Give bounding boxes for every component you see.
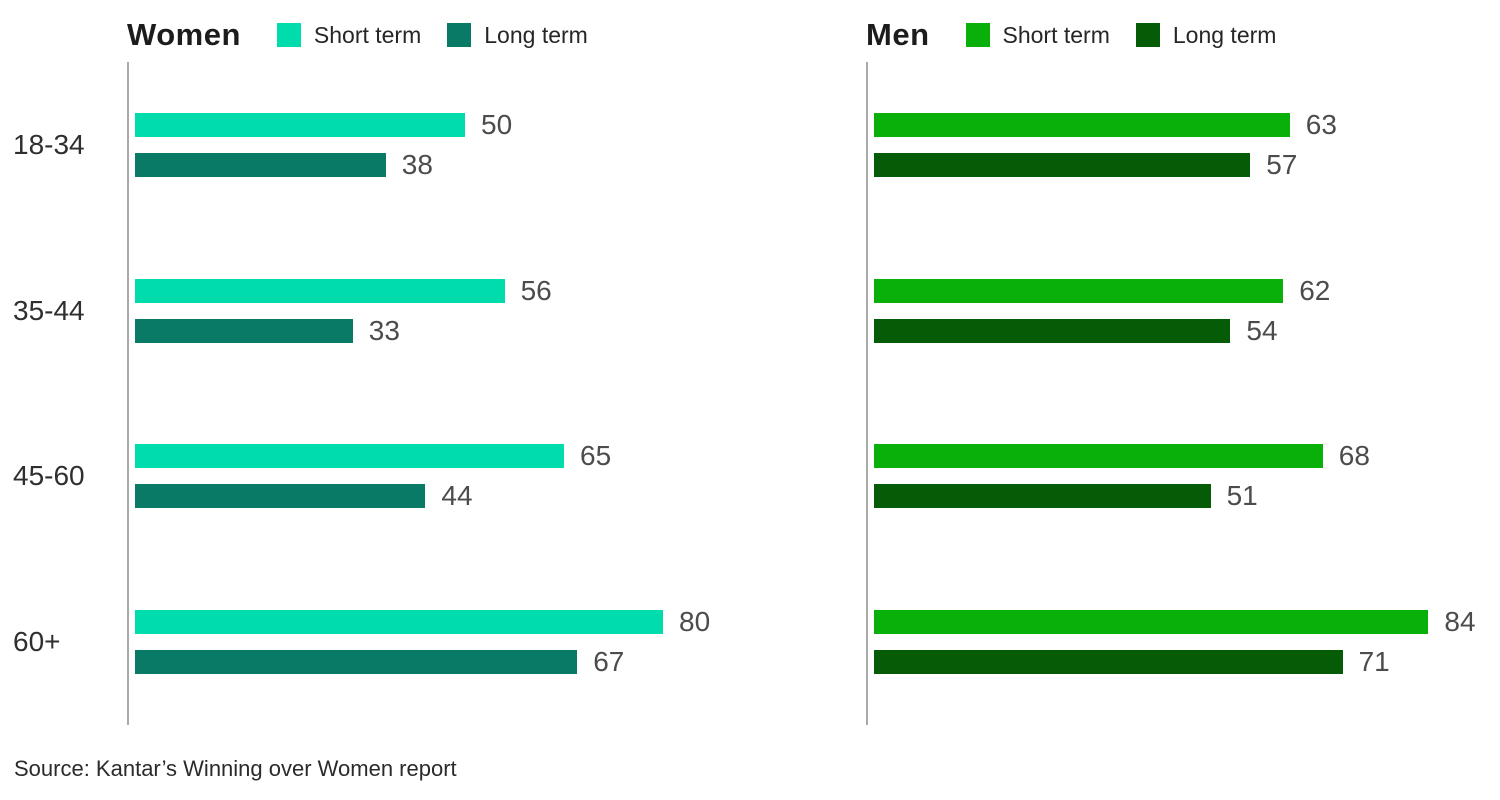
bar-value-label: 63 xyxy=(1305,108,1337,140)
bar-long-term xyxy=(874,484,1211,509)
bar-row: 51 xyxy=(874,480,1500,511)
bar-value-label: 38 xyxy=(401,148,433,180)
bar-value-label: 84 xyxy=(1444,606,1476,638)
panel-header-men: Men Short term Long term xyxy=(866,0,1500,62)
bar-value-label: 51 xyxy=(1226,480,1258,512)
legend-item-short-term: Short term xyxy=(276,21,422,49)
legend-swatch-long-term-icon xyxy=(447,23,472,47)
bar-row: 71 xyxy=(874,646,1500,677)
legend-label-short-term: Short term xyxy=(1002,21,1110,48)
category-label: 35-44 xyxy=(13,294,85,326)
category-label: 45-60 xyxy=(13,460,85,492)
plot-area-men: 63 57 62 54 68 51 84 71 xyxy=(866,62,1500,725)
bar-long-term xyxy=(135,152,386,177)
legend-label-long-term: Long term xyxy=(484,21,588,48)
legend-item-long-term: Long term xyxy=(1135,21,1277,49)
legend-label-long-term: Long term xyxy=(1172,21,1277,48)
bar-group: 84 71 xyxy=(868,559,1500,725)
legend-women: Short term Long term xyxy=(276,21,588,49)
bar-row: 63 xyxy=(874,109,1500,140)
bar-group: 62 54 xyxy=(868,228,1500,394)
legend-swatch-short-term-icon xyxy=(276,23,301,47)
bar-row: 80 xyxy=(135,606,750,637)
bar-row: 68 xyxy=(874,440,1500,471)
bar-value-label: 71 xyxy=(1358,646,1390,678)
legend-item-short-term: Short term xyxy=(965,21,1110,49)
panel-header-women: Women Short term Long term xyxy=(127,0,750,62)
bar-group: 63 57 xyxy=(868,62,1500,228)
chart-panels: Women Short term Long term 18-34 35-44 45-… xyxy=(0,0,1500,725)
chart-panel-women: Women Short term Long term 18-34 35-44 45-… xyxy=(0,0,750,725)
bar-row: 44 xyxy=(135,480,750,511)
category-axis-spacer xyxy=(750,62,866,725)
bar-value-label: 65 xyxy=(580,440,612,472)
bar-long-term xyxy=(135,484,426,509)
bar-row: 62 xyxy=(874,275,1500,306)
bar-short-term xyxy=(135,278,505,303)
bar-row: 57 xyxy=(874,149,1500,180)
bar-short-term xyxy=(874,278,1284,303)
source-note: Source: Kantar’s Winning over Women repo… xyxy=(14,756,457,781)
bar-short-term xyxy=(874,112,1290,137)
legend-label-short-term: Short term xyxy=(313,21,422,48)
legend-men: Short term Long term xyxy=(965,21,1277,49)
bar-row: 33 xyxy=(135,315,750,346)
bar-group: 56 33 xyxy=(129,228,750,394)
bar-long-term xyxy=(135,318,353,343)
bar-long-term xyxy=(874,318,1231,343)
bar-short-term xyxy=(135,610,663,635)
bar-group: 50 38 xyxy=(129,62,750,228)
bar-value-label: 54 xyxy=(1246,314,1278,346)
plot-area-women: 50 38 56 33 65 44 80 67 xyxy=(127,62,750,725)
category-label: 18-34 xyxy=(13,128,85,160)
category-axis-labels: 18-34 35-44 45-60 60+ xyxy=(0,62,127,725)
bar-long-term xyxy=(135,650,578,675)
panel-title-men: Men xyxy=(866,17,930,52)
bar-group: 65 44 xyxy=(129,394,750,560)
bar-value-label: 80 xyxy=(679,606,711,638)
category-label: 60+ xyxy=(13,626,61,658)
bar-short-term xyxy=(874,444,1323,469)
bar-group: 68 51 xyxy=(868,394,1500,560)
bar-row: 67 xyxy=(135,646,750,677)
bar-short-term xyxy=(135,112,465,137)
panel-title-women: Women xyxy=(127,17,241,52)
bar-row: 56 xyxy=(135,275,750,306)
bar-row: 84 xyxy=(874,606,1500,637)
legend-swatch-short-term-icon xyxy=(965,23,990,47)
bar-row: 65 xyxy=(135,440,750,471)
bar-long-term xyxy=(874,152,1251,177)
bar-row: 54 xyxy=(874,315,1500,346)
legend-item-long-term: Long term xyxy=(447,22,588,49)
bar-row: 50 xyxy=(135,109,750,140)
bar-value-label: 68 xyxy=(1338,440,1370,472)
bar-row: 38 xyxy=(135,149,750,180)
bar-value-label: 50 xyxy=(481,108,513,140)
legend-swatch-long-term-icon xyxy=(1135,23,1160,47)
bar-short-term xyxy=(874,610,1429,635)
bar-value-label: 57 xyxy=(1266,148,1298,180)
bar-value-label: 62 xyxy=(1299,274,1331,306)
bar-value-label: 67 xyxy=(593,646,625,678)
bar-value-label: 56 xyxy=(520,274,552,306)
bar-group: 80 67 xyxy=(129,559,750,725)
bar-long-term xyxy=(874,650,1343,675)
bar-value-label: 44 xyxy=(441,480,473,512)
bar-short-term xyxy=(135,444,564,469)
bar-value-label: 33 xyxy=(368,314,400,346)
chart-panel-men: Men Short term Long term 63 57 62 54 68 51 84 7… xyxy=(750,0,1500,725)
